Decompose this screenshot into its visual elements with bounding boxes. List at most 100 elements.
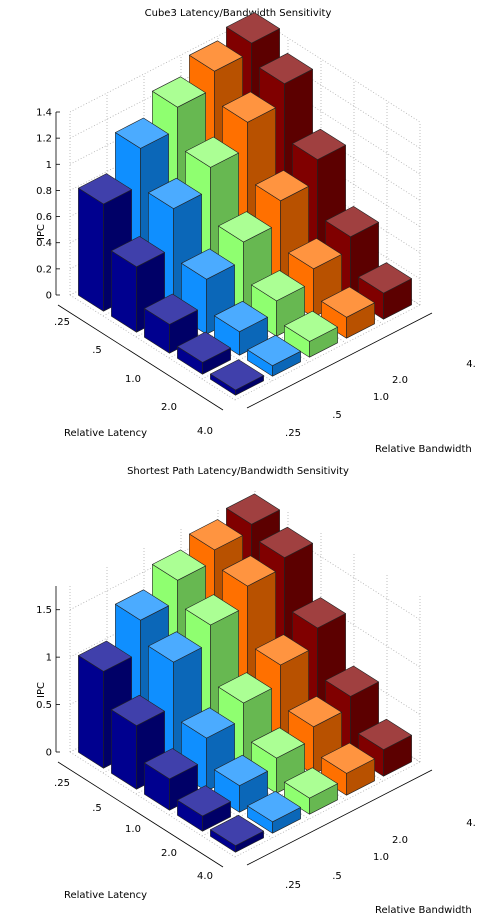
- bar: [214, 300, 268, 356]
- bar-face: [288, 696, 342, 728]
- latency-tick-label: 4.0: [197, 871, 213, 882]
- latency-tick-label: 1.0: [125, 824, 141, 835]
- bar-face: [251, 270, 305, 302]
- bar-face: [321, 286, 375, 318]
- bandwidth-axis: [246, 312, 433, 409]
- z-tick-label: 1: [46, 160, 52, 171]
- bar-face: [152, 549, 206, 581]
- z-tick-label: 0.6: [36, 212, 52, 223]
- bar: [247, 791, 301, 834]
- bar: [321, 742, 375, 796]
- bar-face: [292, 597, 346, 629]
- bar-face: [78, 173, 132, 205]
- bar-face: [148, 177, 202, 209]
- latency-tick-label: 2.0: [161, 848, 177, 859]
- bar-face: [185, 136, 239, 168]
- bar: [255, 634, 309, 754]
- bars: [78, 12, 412, 396]
- bar: [144, 293, 198, 354]
- bar-face: [181, 707, 235, 739]
- bar-face: [189, 519, 243, 551]
- z-tick-label: 0.2: [36, 264, 52, 275]
- bandwidth-tick-label: .5: [332, 871, 342, 882]
- latency-tick-label: .5: [92, 803, 102, 814]
- z-tick-label: 0.8: [36, 186, 52, 197]
- z-tick-label: 0: [46, 748, 52, 759]
- bar: [358, 262, 412, 320]
- chart-1: Cube3 Latency/Bandwidth Sensitivity 0 0.2 0…: [36, 8, 476, 455]
- bar-face: [247, 791, 301, 823]
- bar-face: [148, 631, 202, 663]
- bar-face: [210, 359, 264, 391]
- latency-axis: [57, 304, 224, 411]
- bar-face: [189, 40, 243, 72]
- bar: [210, 359, 264, 396]
- bandwidth-tick-label: 2.0: [392, 375, 408, 386]
- z-tick-label: 0: [46, 291, 52, 302]
- bar-face: [210, 814, 264, 846]
- latency-tick-label: .25: [54, 317, 70, 328]
- bar-face: [358, 718, 412, 750]
- latency-tick-label: .5: [92, 345, 102, 356]
- bar-face: [226, 12, 280, 44]
- chart-2: Shortest Path Latency/Bandwidth Sensitiv…: [36, 466, 476, 915]
- bar-face: [111, 694, 165, 726]
- bar-face: [259, 526, 313, 558]
- bar-face: [177, 331, 231, 363]
- bar-face: [226, 493, 280, 525]
- grid-line: [69, 751, 236, 858]
- chart-title: Shortest Path Latency/Bandwidth Sensitiv…: [127, 466, 349, 477]
- bar-face: [78, 187, 104, 312]
- bar-face: [152, 76, 206, 108]
- grid-line: [69, 294, 236, 401]
- bar: [177, 785, 231, 832]
- bar-face: [144, 293, 198, 325]
- bar: [247, 334, 301, 377]
- latency-axis-label: Relative Latency: [64, 890, 147, 901]
- latency-tick-label: 2.0: [161, 402, 177, 413]
- bar-face: [111, 236, 165, 268]
- bar-face: [288, 238, 342, 270]
- bar-face: [144, 748, 198, 780]
- bar-face: [247, 334, 301, 367]
- bar: [321, 286, 375, 339]
- bar: [144, 748, 198, 811]
- bar-face: [251, 727, 305, 759]
- bandwidth-tick-label: .5: [332, 410, 342, 421]
- z-tick-label: 0.4: [36, 238, 52, 249]
- bar-face: [259, 52, 313, 84]
- bar-face: [284, 310, 338, 342]
- bar-face: [78, 640, 132, 672]
- bar: [284, 310, 338, 358]
- z-axis-label: IPC: [36, 682, 47, 698]
- bar-face: [218, 672, 272, 704]
- bar-face: [222, 91, 276, 123]
- z-tick-label: 0.5: [36, 700, 52, 711]
- bandwidth-axis-label: Relative Bandwidth: [375, 905, 472, 915]
- bar-face: [115, 117, 169, 149]
- bar-face: [185, 594, 239, 626]
- bar-face: [284, 767, 338, 799]
- bandwidth-tick-label: 4.: [466, 359, 476, 370]
- bandwidth-tick-label: 2.0: [392, 835, 408, 846]
- bar-face: [78, 655, 104, 769]
- bandwidth-tick-label: .25: [285, 880, 301, 891]
- z-axis-label: IPC: [36, 224, 47, 240]
- bars: [78, 493, 412, 853]
- latency-axis-label: Relative Latency: [64, 428, 147, 439]
- z-tick-label: 1.2: [36, 134, 52, 145]
- latency-axis: [57, 761, 224, 868]
- bandwidth-tick-label: .25: [285, 428, 301, 439]
- latency-tick-label: .25: [54, 778, 70, 789]
- bandwidth-axis: [246, 769, 433, 866]
- latency-tick-label: 4.0: [197, 426, 213, 437]
- bandwidth-tick-label: 4.: [466, 818, 476, 829]
- bar-face: [115, 589, 169, 621]
- bar-face: [255, 170, 309, 202]
- bar: [358, 718, 412, 777]
- bar-face: [292, 128, 346, 160]
- bar-face: [358, 262, 412, 294]
- bar-face: [325, 206, 379, 238]
- bandwidth-tick-label: 1.0: [373, 852, 389, 863]
